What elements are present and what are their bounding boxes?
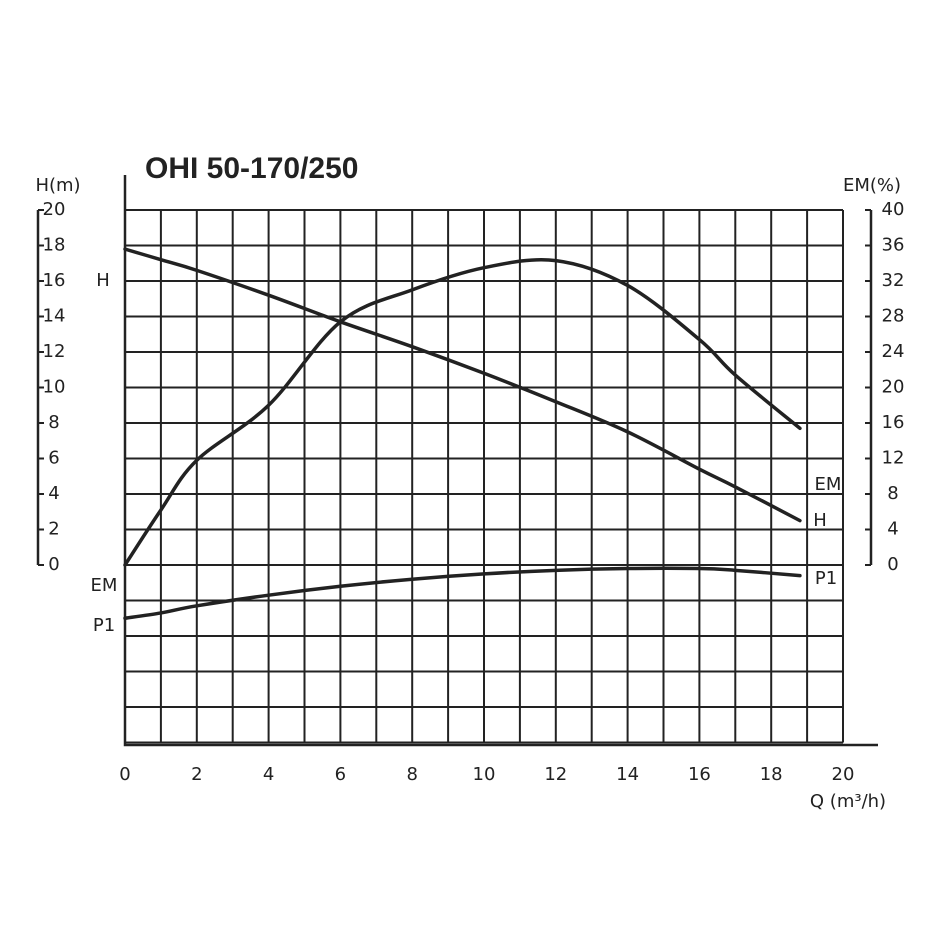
y2-tick-label: 12 bbox=[882, 448, 905, 469]
y2-axis-label: EM(%) bbox=[843, 175, 901, 196]
x-tick-label: 8 bbox=[406, 764, 417, 785]
y2-tick-label: 4 bbox=[887, 519, 898, 540]
y2-tick-label: 0 bbox=[887, 554, 898, 575]
x-tick-label: 14 bbox=[616, 764, 639, 785]
y-tick-label: 10 bbox=[43, 377, 66, 398]
y2-tick-label: 16 bbox=[882, 412, 905, 433]
series-label: H bbox=[813, 510, 827, 531]
x-axis-label: Q (m³/h) bbox=[810, 791, 886, 812]
chart-title: OHI 50-170/250 bbox=[145, 152, 358, 185]
x-tick-label: 10 bbox=[473, 764, 496, 785]
y2-tick-label: 40 bbox=[882, 199, 905, 220]
x-tick-label: 12 bbox=[544, 764, 567, 785]
y2-tick-label: 36 bbox=[882, 235, 905, 256]
x-tick-label: 20 bbox=[832, 764, 855, 785]
series-label: P1 bbox=[815, 568, 837, 589]
x-tick-label: 16 bbox=[688, 764, 711, 785]
x-tick-label: 0 bbox=[119, 764, 130, 785]
y2-tick-label: 8 bbox=[887, 483, 898, 504]
y-tick-label: 2 bbox=[48, 519, 59, 540]
x-tick-label: 2 bbox=[191, 764, 202, 785]
curve bbox=[123, 247, 802, 523]
series-label: P1 bbox=[93, 615, 115, 636]
y-tick-label: 18 bbox=[43, 235, 66, 256]
y-axis-label: H(m) bbox=[35, 175, 80, 196]
series-label: EM bbox=[91, 575, 118, 596]
series-label: EM bbox=[815, 474, 842, 495]
x-tick-label: 4 bbox=[263, 764, 274, 785]
y-tick-label: 12 bbox=[43, 341, 66, 362]
y-tick-label: 20 bbox=[43, 199, 66, 220]
series-label: H bbox=[96, 270, 110, 291]
y2-tick-label: 24 bbox=[882, 341, 905, 362]
x-tick-label: 6 bbox=[335, 764, 346, 785]
x-tick-label: 18 bbox=[760, 764, 783, 785]
y-tick-label: 14 bbox=[43, 306, 66, 327]
y-tick-label: 4 bbox=[48, 483, 59, 504]
y-tick-label: 0 bbox=[48, 554, 59, 575]
y2-tick-label: 20 bbox=[882, 377, 905, 398]
y2-tick-label: 28 bbox=[882, 306, 905, 327]
curve bbox=[123, 566, 802, 620]
curve bbox=[123, 257, 802, 567]
y2-tick-label: 32 bbox=[882, 270, 905, 291]
y-tick-label: 8 bbox=[48, 412, 59, 433]
y-tick-label: 16 bbox=[43, 270, 66, 291]
y-tick-label: 6 bbox=[48, 448, 59, 469]
